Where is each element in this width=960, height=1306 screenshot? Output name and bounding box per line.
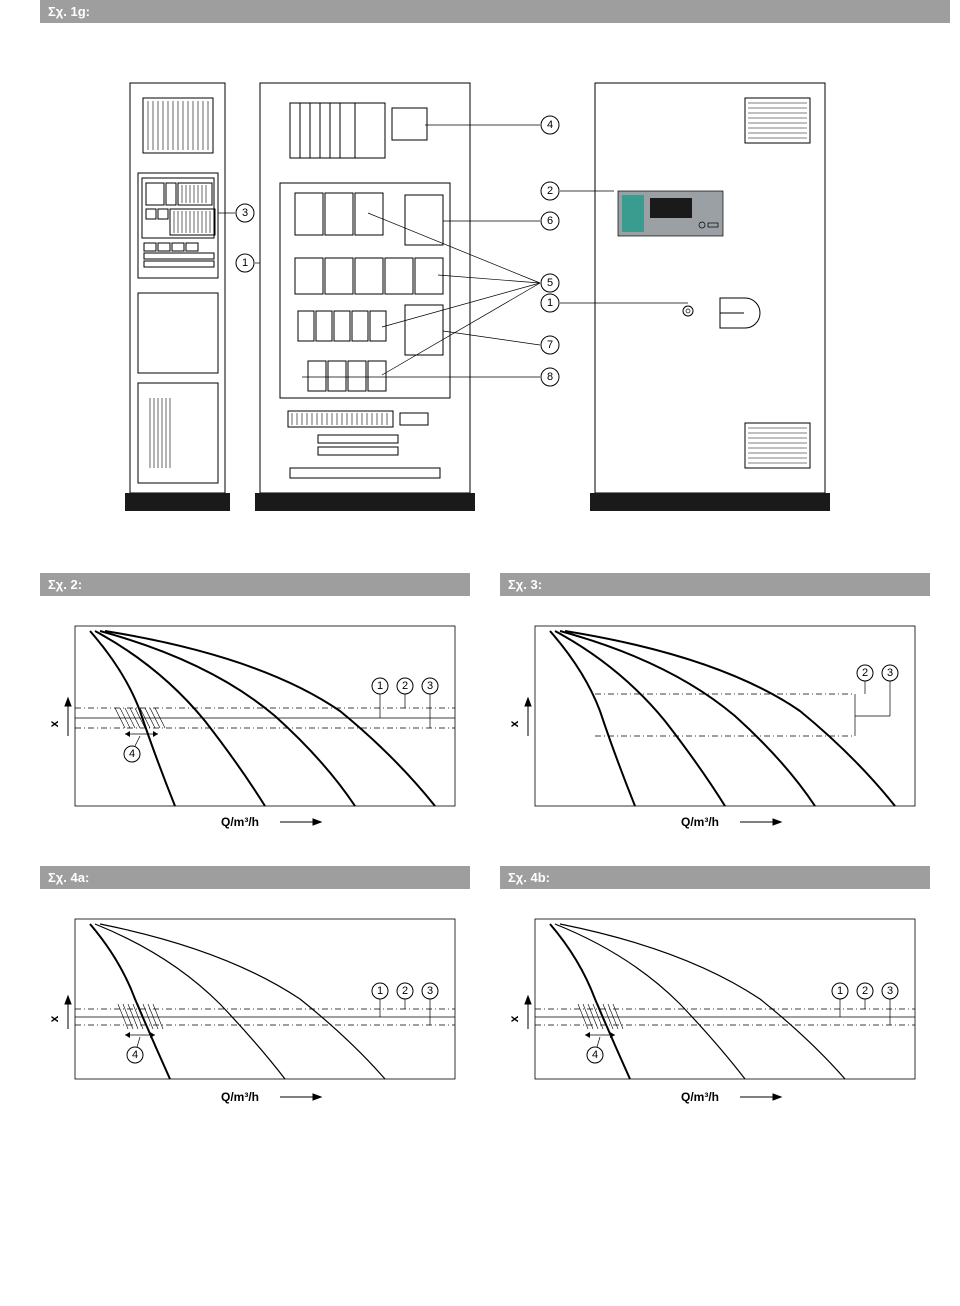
svg-text:Q/m³/h: Q/m³/h [681, 815, 719, 829]
svg-text:3: 3 [887, 985, 893, 997]
svg-text:8: 8 [547, 371, 553, 383]
svg-text:2: 2 [547, 185, 553, 197]
svg-text:x: x [507, 1015, 521, 1022]
svg-text:2: 2 [402, 680, 408, 692]
fig2-header: Σχ. 2: [40, 573, 470, 596]
svg-text:Q/m³/h: Q/m³/h [221, 1090, 259, 1104]
svg-text:2: 2 [402, 985, 408, 997]
cabinet-middle [255, 83, 475, 511]
cabinet-left [125, 83, 230, 511]
svg-text:6: 6 [547, 215, 553, 227]
fig3-chart: x Q/m³/h 2 3 [500, 616, 930, 836]
svg-text:2: 2 [862, 667, 868, 679]
svg-text:1: 1 [242, 257, 248, 269]
svg-text:7: 7 [547, 339, 553, 351]
fig4b-header: Σχ. 4b: [500, 866, 930, 889]
svg-text:x: x [47, 720, 61, 727]
svg-text:4: 4 [129, 748, 135, 760]
svg-text:Q/m³/h: Q/m³/h [681, 1090, 719, 1104]
svg-text:1: 1 [377, 680, 383, 692]
svg-text:x: x [507, 720, 521, 727]
cabinet-right [590, 83, 830, 511]
svg-text:1: 1 [377, 985, 383, 997]
svg-text:x: x [47, 1015, 61, 1022]
fig4a-chart: x Q/m³/h 1 2 3 4 [40, 909, 470, 1109]
fig1g-header: Σχ. 1g: [40, 0, 950, 23]
svg-text:1: 1 [547, 297, 553, 309]
svg-text:2: 2 [862, 985, 868, 997]
svg-text:Q/m³/h: Q/m³/h [221, 815, 259, 829]
fig4b-chart: x Q/m³/h 1 2 3 4 [500, 909, 930, 1109]
fig3-header: Σχ. 3: [500, 573, 930, 596]
svg-text:3: 3 [887, 667, 893, 679]
svg-text:3: 3 [427, 985, 433, 997]
svg-text:1: 1 [837, 985, 843, 997]
svg-text:4: 4 [547, 119, 553, 131]
svg-text:4: 4 [132, 1049, 138, 1061]
fig2-chart: x Q/m³/h 1 2 3 [40, 616, 470, 836]
fig4a-header: Σχ. 4a: [40, 866, 470, 889]
svg-text:4: 4 [592, 1049, 598, 1061]
svg-text:3: 3 [242, 207, 248, 219]
fig1g-diagram: 4 2 6 5 1 7 8 [40, 43, 920, 543]
svg-text:5: 5 [547, 277, 553, 289]
svg-text:3: 3 [427, 680, 433, 692]
